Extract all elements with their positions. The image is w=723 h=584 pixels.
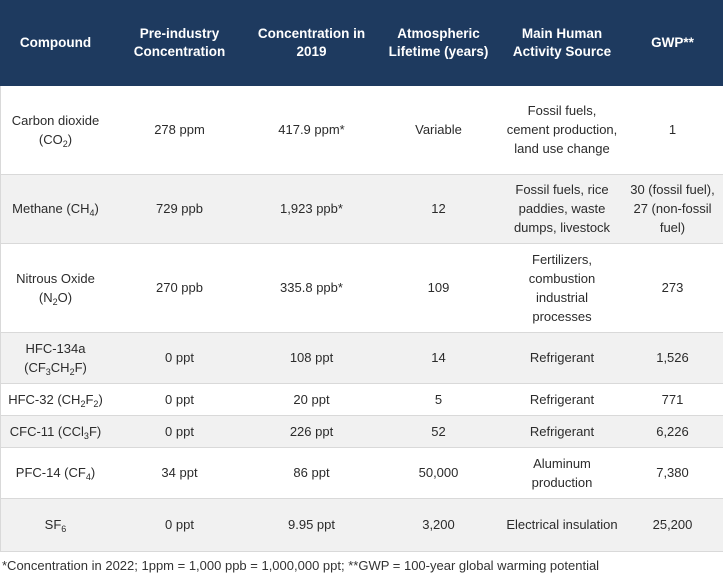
table-row: HFC-134a (CF3CH2F) 0 ppt 108 ppt 14 Refr… <box>0 332 723 384</box>
table-row: PFC-14 (CF4) 34 ppt 86 ppt 50,000 Alumin… <box>0 447 723 499</box>
gwp-cell: 25,200 <box>622 498 723 552</box>
header-lifetime: Atmospheric Lifetime (years) <box>375 0 502 86</box>
lifetime-cell: 3,200 <box>375 498 502 552</box>
compound-cell: Carbon dioxide (CO2) <box>0 86 111 175</box>
subscript: 2 <box>93 398 99 409</box>
pre-industry-cell: 278 ppm <box>111 86 248 175</box>
table-row: CFC-11 (CCl3F) 0 ppt 226 ppt 52 Refriger… <box>0 415 723 448</box>
lifetime-cell: 14 <box>375 332 502 384</box>
lifetime-cell: 109 <box>375 243 502 333</box>
gwp-cell: 1 <box>622 86 723 175</box>
lifetime-cell: 50,000 <box>375 447 502 499</box>
lifetime-cell: 5 <box>375 383 502 416</box>
source-cell: Aluminum production <box>502 447 622 499</box>
concentration-2019-cell: 9.95 ppt <box>248 498 375 552</box>
greenhouse-gas-table: Compound Pre-industry Concentration Conc… <box>0 0 723 552</box>
concentration-2019-cell: 86 ppt <box>248 447 375 499</box>
source-cell: Refrigerant <box>502 383 622 416</box>
table-body: Carbon dioxide (CO2) 278 ppm 417.9 ppm* … <box>0 86 723 552</box>
subscript: 4 <box>89 208 95 218</box>
header-row: Compound Pre-industry Concentration Conc… <box>0 0 723 86</box>
lifetime-cell: 52 <box>375 415 502 448</box>
header-gwp: GWP** <box>622 0 723 86</box>
header-compound: Compound <box>0 0 111 86</box>
gwp-cell: 771 <box>622 383 723 416</box>
compound-cell: Methane (CH4) <box>0 174 111 244</box>
header-source: Main Human Activity Source <box>502 0 622 86</box>
concentration-2019-cell: 1,923 ppb* <box>248 174 375 244</box>
source-cell: Refrigerant <box>502 332 622 384</box>
gwp-cell: 273 <box>622 243 723 333</box>
subscript: 3 <box>45 366 51 377</box>
table-row: SF6 0 ppt 9.95 ppt 3,200 Electrical insu… <box>0 498 723 552</box>
pre-industry-cell: 34 ppt <box>111 447 248 499</box>
table-row: Carbon dioxide (CO2) 278 ppm 417.9 ppm* … <box>0 86 723 175</box>
table-left-border <box>0 86 1 551</box>
subscript: 2 <box>80 398 86 409</box>
header-concentration-2019: Concentration in 2019 <box>248 0 375 86</box>
compound-cell: SF6 <box>0 498 111 552</box>
source-cell: Fossil fuels, cement production, land us… <box>502 86 622 175</box>
subscript: 2 <box>52 296 58 307</box>
source-cell: Fossil fuels, rice paddies, waste dumps,… <box>502 174 622 244</box>
table-row: Methane (CH4) 729 ppb 1,923 ppb* 12 Foss… <box>0 174 723 244</box>
concentration-2019-cell: 417.9 ppm* <box>248 86 375 175</box>
subscript: 6 <box>61 524 67 534</box>
source-cell: Fertilizers, combustion industrial proce… <box>502 243 622 333</box>
lifetime-cell: Variable <box>375 86 502 175</box>
concentration-2019-cell: 335.8 ppb* <box>248 243 375 333</box>
gwp-cell: 30 (fossil fuel), 27 (non-fossil fuel) <box>622 174 723 244</box>
subscript: 2 <box>62 138 68 149</box>
subscript: 3 <box>83 430 89 441</box>
concentration-2019-cell: 226 ppt <box>248 415 375 448</box>
pre-industry-cell: 729 ppb <box>111 174 248 244</box>
pre-industry-cell: 270 ppb <box>111 243 248 333</box>
gwp-cell: 1,526 <box>622 332 723 384</box>
concentration-2019-cell: 108 ppt <box>248 332 375 384</box>
footnote: *Concentration in 2022; 1ppm = 1,000 ppb… <box>2 558 600 573</box>
subscript: 2 <box>69 366 75 377</box>
gwp-cell: 6,226 <box>622 415 723 448</box>
gwp-cell: 7,380 <box>622 447 723 499</box>
pre-industry-cell: 0 ppt <box>111 332 248 384</box>
pre-industry-cell: 0 ppt <box>111 498 248 552</box>
header-pre-industry: Pre-industry Concentration <box>111 0 248 86</box>
source-cell: Electrical insulation <box>502 498 622 552</box>
lifetime-cell: 12 <box>375 174 502 244</box>
table-row: Nitrous Oxide (N2O) 270 ppb 335.8 ppb* 1… <box>0 243 723 333</box>
pre-industry-cell: 0 ppt <box>111 383 248 416</box>
table-row: HFC-32 (CH2F2) 0 ppt 20 ppt 5 Refrigeran… <box>0 383 723 416</box>
source-cell: Refrigerant <box>502 415 622 448</box>
compound-cell: CFC-11 (CCl3F) <box>0 415 111 448</box>
concentration-2019-cell: 20 ppt <box>248 383 375 416</box>
subscript: 4 <box>85 472 91 482</box>
compound-cell: HFC-32 (CH2F2) <box>0 383 111 416</box>
compound-cell: PFC-14 (CF4) <box>0 447 111 499</box>
pre-industry-cell: 0 ppt <box>111 415 248 448</box>
compound-cell: HFC-134a (CF3CH2F) <box>0 332 111 384</box>
compound-cell: Nitrous Oxide (N2O) <box>0 243 111 333</box>
